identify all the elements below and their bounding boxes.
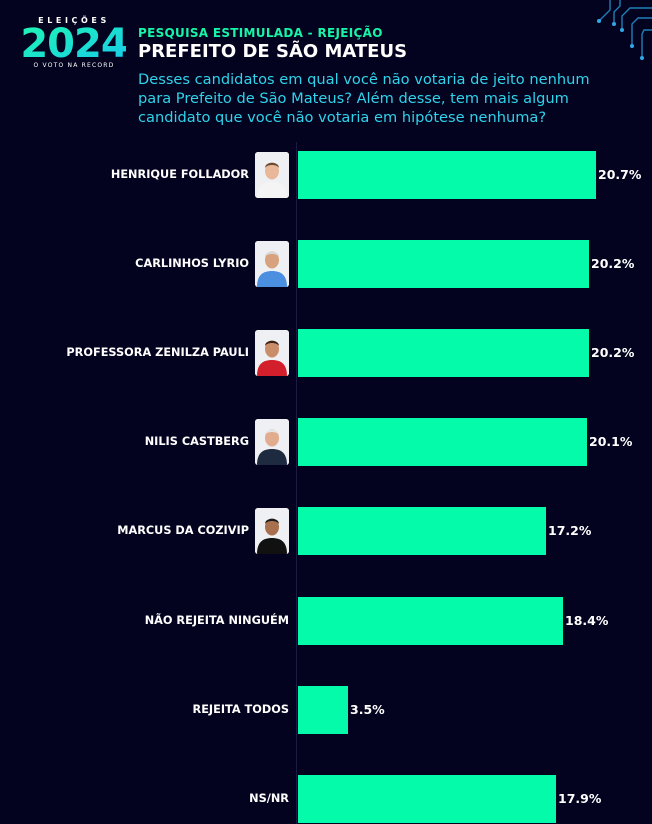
eleicoes-2024-logo: ELEIÇÕES 2024 O VOTO NA RECORD [22,16,126,70]
category-label: NS/NR [249,791,289,805]
chart-subtitle: PESQUISA ESTIMULADA - REJEIÇÃO [138,26,383,40]
bar [298,151,596,199]
bar-row: NÃO REJEITA NINGUÉM 18.4% [0,596,652,645]
bar [298,596,563,645]
bar [298,418,587,467]
data-label: 17.2% [548,523,592,539]
circuit-decoration [597,0,652,60]
data-label: 20.2% [591,256,635,272]
bar [298,240,589,289]
category-label: NILIS CASTBERG [144,435,249,449]
bar [298,507,546,556]
logo-bottom-text: O VOTO NA RECORD [33,62,115,69]
candidate-photo [255,419,289,466]
candidate-photo [255,152,289,198]
category-label: MARCUS DA COZIVIP [117,524,249,538]
bar-row: HENRIQUE FOLLADOR 20.7% [0,151,652,199]
logo-top-text: ELEIÇÕES [38,16,110,25]
data-label: 20.2% [591,345,635,361]
bar [298,685,348,734]
data-label: 18.4% [565,612,609,628]
candidate-photo [255,330,289,377]
bar-row: REJEITA TODOS 3.5% [0,685,652,734]
category-label: NÃO REJEITA NINGUÉM [144,613,289,627]
bar-row: MARCUS DA COZIVIP 17.2% [0,507,652,556]
poll-question: Desses candidatos em qual você não votar… [138,71,590,126]
bar-row: NS/NR 17.9% [0,774,652,823]
category-label: CARLINHOS LYRIO [135,257,249,271]
category-label: HENRIQUE FOLLADOR [110,168,249,181]
bar [298,774,556,823]
candidate-photo [255,241,289,288]
bar [298,329,589,378]
category-axis-line [296,142,297,824]
bar-row: NILIS CASTBERG 20.1% [0,418,652,467]
data-label: 20.7% [598,167,642,182]
category-label: PROFESSORA ZENILZA PAULI [66,346,249,360]
logo-year: 2024 [22,24,126,62]
data-label: 20.1% [589,434,633,450]
data-label: 17.9% [558,790,602,806]
chart-title: PREFEITO DE SÃO MATEUS [138,41,408,62]
svg-text:2024: 2024 [22,24,126,62]
header: PESQUISA ESTIMULADA - REJEIÇÃO PREFEITO … [138,26,618,127]
bar-row: CARLINHOS LYRIO 20.2% [0,240,652,289]
bar-row: PROFESSORA ZENILZA PAULI 20.2% [0,329,652,378]
data-label: 3.5% [350,701,385,717]
category-label: REJEITA TODOS [192,702,289,716]
candidate-photo [255,508,289,555]
